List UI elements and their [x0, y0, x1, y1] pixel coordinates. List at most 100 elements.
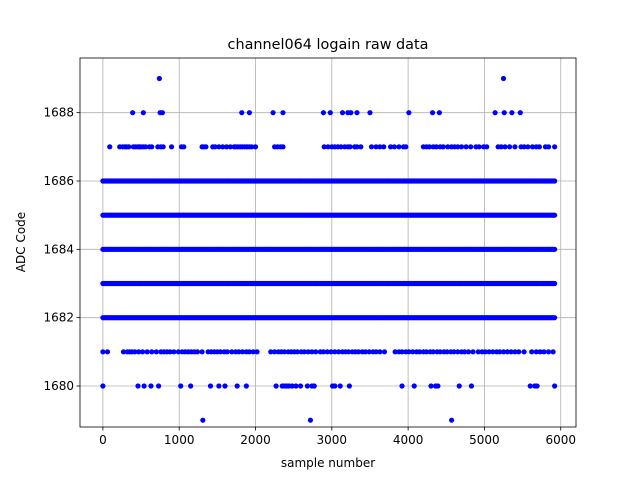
- data-point: [406, 110, 412, 116]
- data-point: [403, 144, 409, 150]
- data-point: [455, 144, 461, 150]
- data-point: [367, 110, 373, 116]
- data-point: [387, 144, 394, 150]
- data-point: [399, 349, 405, 355]
- data-point: [468, 144, 474, 150]
- data-point: [373, 144, 379, 150]
- data-point: [281, 349, 288, 355]
- data-point: [433, 144, 439, 150]
- data-point: [490, 349, 496, 355]
- data-point: [500, 349, 507, 355]
- data-point: [552, 178, 558, 184]
- data-point: [366, 349, 372, 355]
- data-point: [301, 349, 307, 355]
- data-point: [159, 110, 166, 116]
- data-point: [456, 383, 462, 389]
- x-tick-label: 4000: [393, 433, 424, 447]
- data-point: [399, 383, 405, 389]
- data-point: [246, 110, 253, 116]
- data-point: [294, 349, 301, 355]
- data-point: [200, 417, 206, 423]
- data-point: [458, 144, 465, 150]
- data-point: [311, 383, 317, 389]
- data-point: [246, 349, 253, 355]
- data-point: [320, 349, 327, 355]
- data-point: [517, 110, 523, 116]
- data-point: [100, 383, 106, 389]
- data-point: [188, 383, 194, 389]
- data-point: [297, 383, 304, 389]
- y-axis-label: ADC Code: [14, 212, 28, 272]
- data-point: [346, 383, 352, 389]
- data-point: [175, 349, 182, 355]
- data-point: [362, 349, 368, 355]
- data-point: [223, 144, 230, 150]
- data-point: [492, 110, 498, 116]
- x-tick-label: 2000: [240, 433, 271, 447]
- data-point: [440, 144, 446, 150]
- data-point: [449, 417, 455, 423]
- data-point: [552, 212, 558, 218]
- data-point: [475, 349, 481, 355]
- data-point: [358, 144, 364, 150]
- data-point: [455, 349, 461, 355]
- data-point: [498, 144, 504, 150]
- data-point: [321, 144, 327, 150]
- y-tick-label: 1684: [43, 242, 74, 256]
- data-point: [139, 349, 146, 355]
- data-point: [552, 383, 558, 389]
- data-point: [465, 349, 472, 355]
- data-point: [130, 110, 136, 116]
- data-point: [135, 383, 141, 389]
- data-point: [521, 349, 527, 355]
- data-point: [484, 144, 490, 150]
- data-point: [234, 383, 240, 389]
- data-point: [377, 349, 383, 355]
- y-tick-label: 1686: [43, 174, 74, 188]
- data-point: [436, 110, 443, 116]
- data-point: [428, 383, 434, 389]
- data-point: [534, 383, 540, 389]
- data-point: [181, 144, 187, 150]
- data-point: [354, 144, 360, 150]
- data-point: [406, 349, 412, 355]
- data-point: [100, 349, 106, 355]
- data-point: [552, 144, 558, 150]
- data-point: [337, 383, 343, 389]
- data-point: [293, 383, 299, 389]
- data-point: [338, 144, 344, 150]
- data-point: [328, 349, 334, 355]
- data-point: [327, 110, 333, 116]
- data-point: [148, 383, 154, 389]
- data-point: [254, 349, 260, 355]
- data-point: [550, 349, 556, 355]
- data-point: [325, 144, 331, 150]
- data-point: [332, 383, 338, 389]
- data-point: [207, 383, 214, 389]
- data-point: [500, 75, 507, 82]
- data-point: [348, 110, 354, 116]
- data-point: [423, 349, 430, 355]
- data-point: [381, 144, 387, 150]
- x-tick-label: 3000: [317, 433, 348, 447]
- data-point: [212, 144, 218, 150]
- data-point: [512, 144, 518, 150]
- data-point: [347, 144, 353, 150]
- data-point: [451, 349, 457, 355]
- data-point: [132, 349, 138, 355]
- data-point: [396, 144, 402, 150]
- data-point: [545, 349, 552, 355]
- data-point: [377, 144, 383, 150]
- data-point: [529, 144, 536, 150]
- data-point: [430, 349, 436, 355]
- data-point: [507, 144, 513, 150]
- data-point: [155, 383, 162, 389]
- data-point: [320, 110, 327, 116]
- data-point: [178, 383, 184, 389]
- data-point: [552, 280, 558, 287]
- data-point: [476, 144, 482, 150]
- data-point: [273, 383, 279, 389]
- y-tick-label: 1688: [43, 106, 74, 120]
- data-point: [410, 349, 416, 355]
